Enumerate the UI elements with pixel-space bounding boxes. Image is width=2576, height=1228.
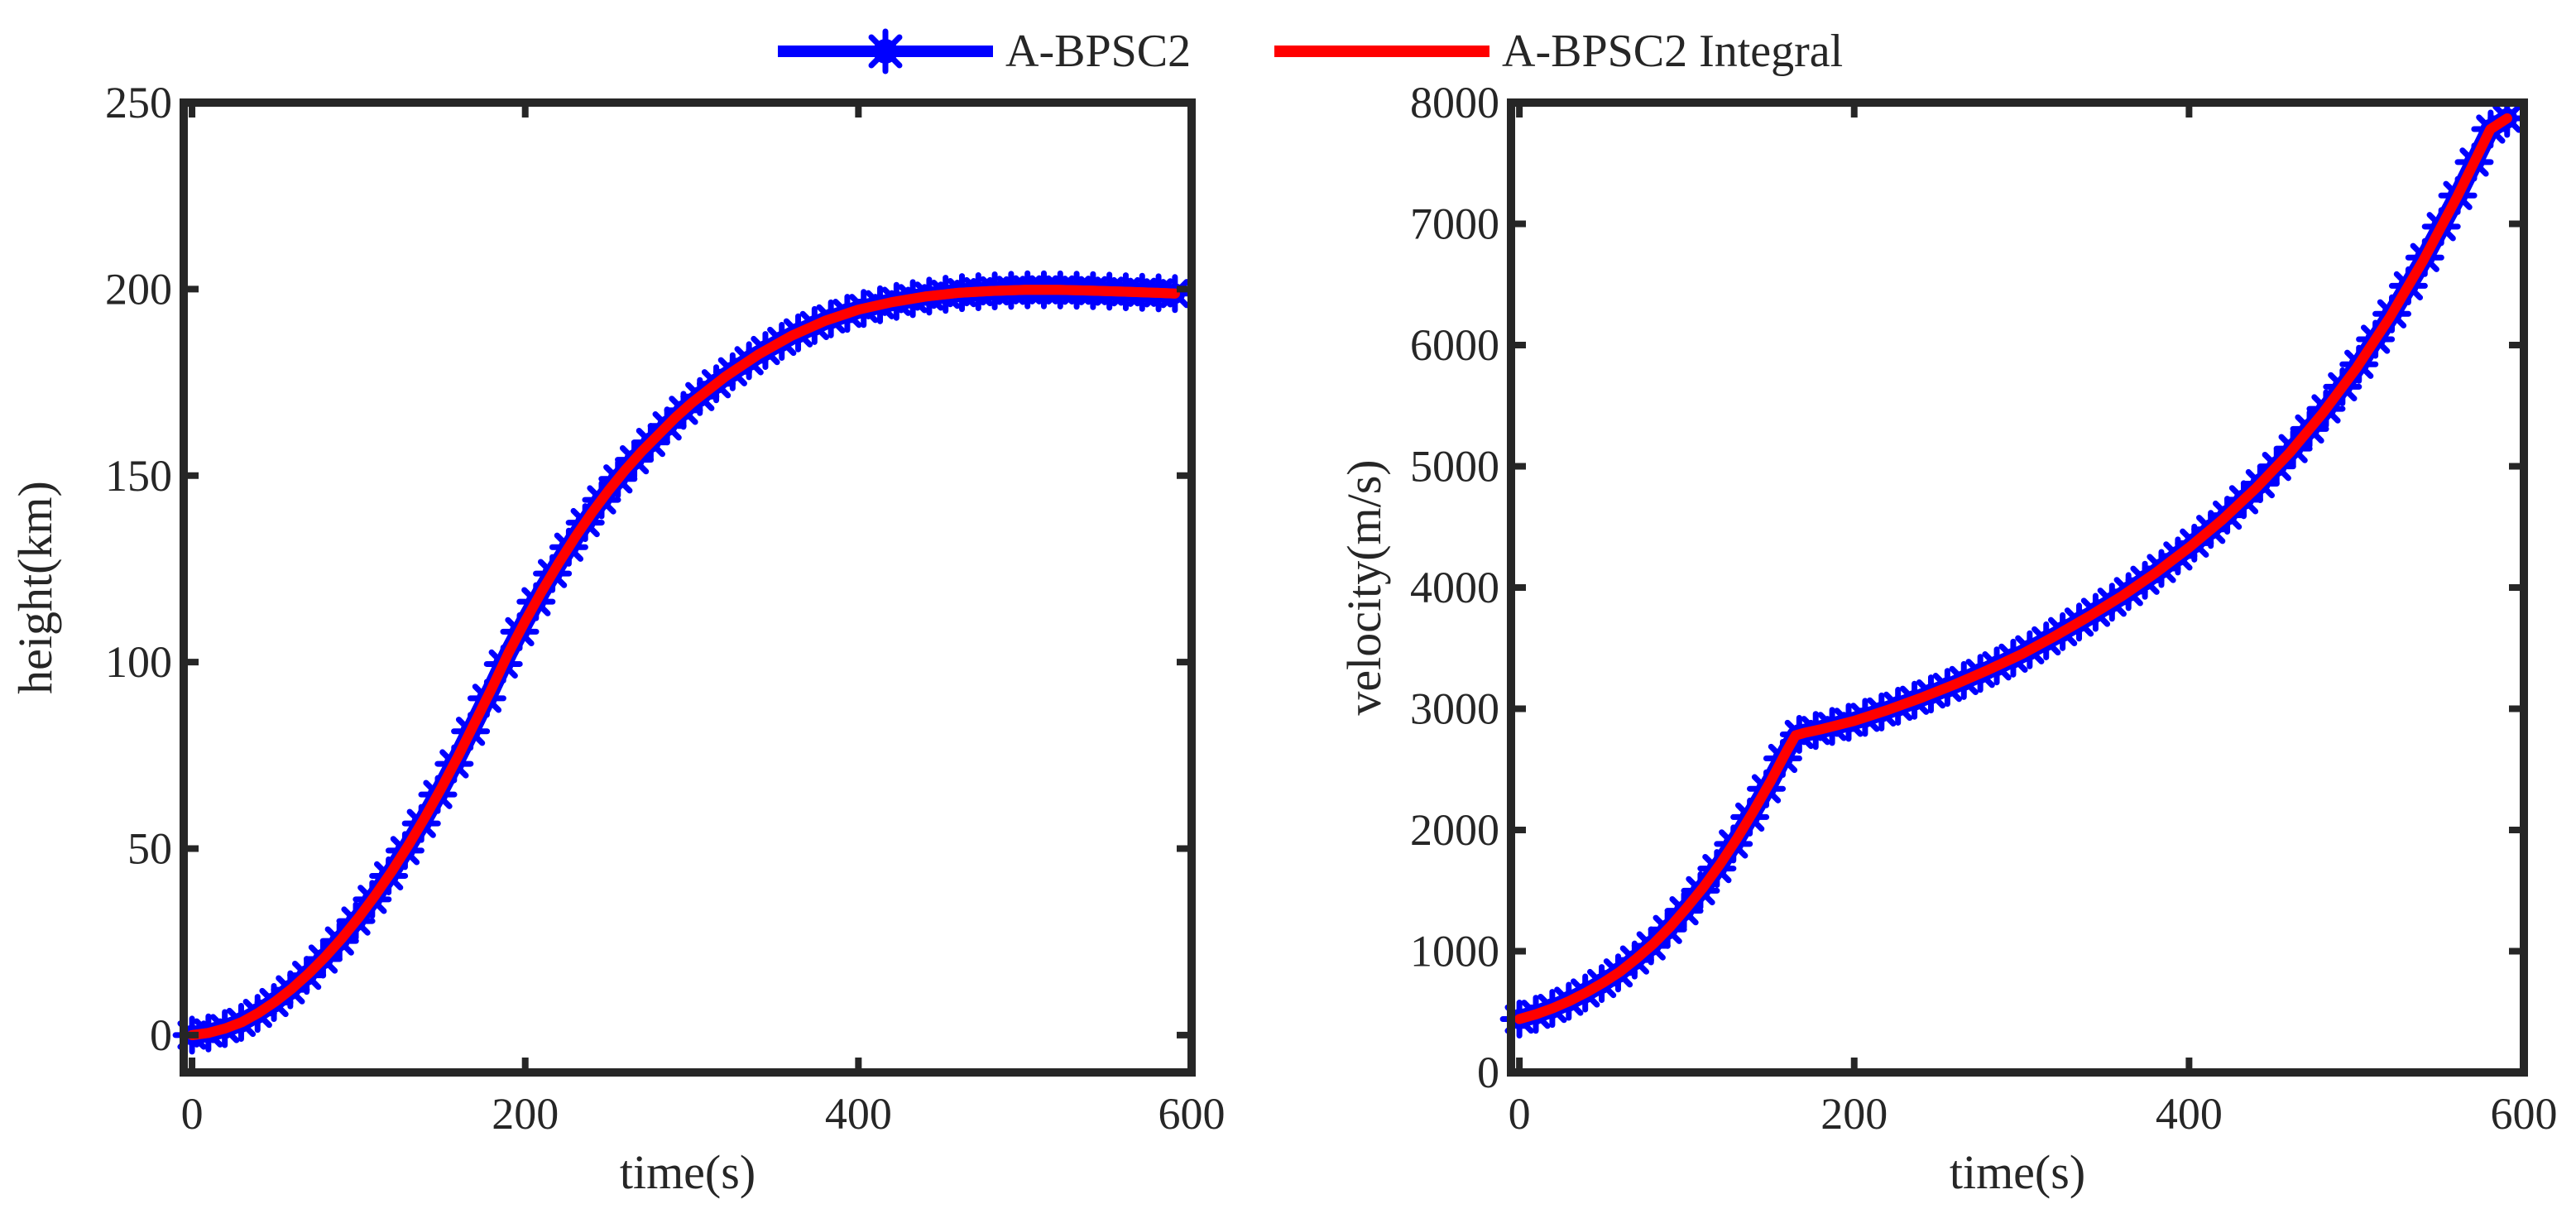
height-y-tick-label: 200 bbox=[105, 264, 172, 314]
height-x-tick-label: 600 bbox=[1158, 1089, 1226, 1139]
legend-marker-asterisk-icon bbox=[862, 28, 909, 74]
legend-entry-a-bpsc2: A-BPSC2 bbox=[778, 26, 1191, 77]
height-plot-frame bbox=[180, 98, 1196, 1077]
velocity-chart: 0 200 400 600010002000300040005000600070008… bbox=[1337, 78, 2558, 1199]
height-y-tick-label: 100 bbox=[105, 637, 172, 687]
velocity-series-group bbox=[1499, 98, 2527, 1039]
velocity-x-tick-label: 400 bbox=[2156, 1089, 2223, 1139]
velocity-y-tick-label: 3000 bbox=[1410, 684, 1499, 734]
velocity-y-tick-label: 7000 bbox=[1410, 199, 1499, 249]
velocity-y-tick-label: 5000 bbox=[1410, 442, 1499, 492]
height-integral-line-overlay bbox=[187, 285, 1180, 1040]
legend-asterisk-mark bbox=[862, 28, 909, 74]
height-y-axis-label: height(km) bbox=[8, 481, 62, 694]
height-x-axis-label: time(s) bbox=[620, 1145, 756, 1199]
velocity-x-tick-label: 200 bbox=[1820, 1089, 1888, 1139]
height-chart: 0 200 400 600 0 50 100 150 200 250 time(s) height… bbox=[8, 78, 1226, 1199]
velocity-x-tick-label: 600 bbox=[2491, 1089, 2558, 1139]
height-y-tick-label: 250 bbox=[105, 78, 172, 127]
legend-label-a-bpsc2: A-BPSC2 bbox=[1005, 26, 1191, 77]
velocity-y-tick-label: 4000 bbox=[1410, 563, 1499, 612]
height-x-tick-label: 0 bbox=[181, 1089, 204, 1139]
height-ticks: 0 200 400 600 0 50 100 150 200 250 bbox=[105, 78, 1226, 1139]
velocity-y-tick-label: 2000 bbox=[1410, 805, 1499, 855]
height-y-tick-label: 150 bbox=[105, 451, 172, 501]
velocity-y-axis-label: velocity(m/s) bbox=[1337, 459, 1391, 715]
velocity-y-tick-label: 8000 bbox=[1410, 78, 1499, 127]
velocity-integral-line-overlay bbox=[1514, 113, 2512, 1024]
legend-entry-a-bpsc2-integral: A-BPSC2 Integral bbox=[1274, 26, 1843, 77]
velocity-ticks: 0 200 400 600010002000300040005000600070008… bbox=[1410, 78, 2558, 1139]
height-series-group bbox=[172, 270, 1195, 1055]
velocity-x-axis-label: time(s) bbox=[1950, 1145, 2085, 1199]
velocity-y-tick-label: 1000 bbox=[1410, 927, 1499, 976]
height-y-tick-label: 50 bbox=[127, 824, 172, 874]
velocity-y-tick-label: 0 bbox=[1477, 1048, 1499, 1097]
height-y-tick-label: 0 bbox=[150, 1010, 172, 1060]
legend: A-BPSC2 A-BPSC2 Integral bbox=[778, 26, 1843, 77]
legend-label-a-bpsc2-integral: A-BPSC2 Integral bbox=[1502, 26, 1843, 77]
velocity-x-tick-label: 0 bbox=[1509, 1089, 1531, 1139]
height-x-tick-label: 200 bbox=[492, 1089, 559, 1139]
velocity-y-tick-label: 6000 bbox=[1410, 320, 1499, 370]
height-x-tick-label: 400 bbox=[825, 1089, 892, 1139]
